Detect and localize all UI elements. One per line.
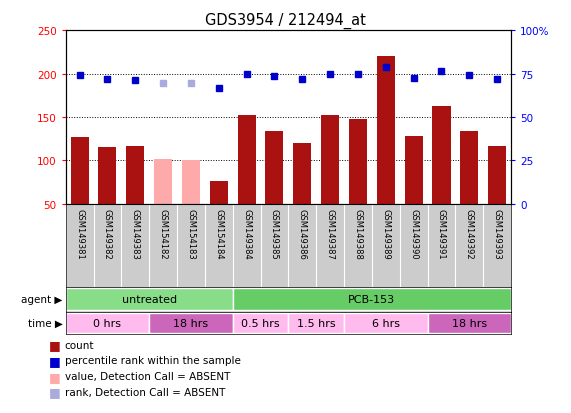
- Bar: [98, 147, 116, 204]
- Bar: [460, 132, 478, 204]
- Bar: [488, 146, 506, 204]
- Text: GSM149388: GSM149388: [353, 209, 363, 259]
- Text: 0 hrs: 0 hrs: [94, 318, 122, 328]
- Text: time ▶: time ▶: [28, 318, 63, 328]
- Bar: [405, 137, 423, 204]
- Text: untreated: untreated: [122, 294, 177, 304]
- Text: ■: ■: [49, 338, 61, 351]
- Bar: [182, 161, 200, 204]
- Bar: [349, 119, 367, 204]
- Bar: [210, 182, 228, 204]
- Bar: [149, 313, 233, 333]
- Text: 6 hrs: 6 hrs: [372, 318, 400, 328]
- Text: GSM149385: GSM149385: [270, 209, 279, 259]
- Text: GSM154183: GSM154183: [186, 209, 195, 259]
- Bar: [321, 116, 339, 204]
- Bar: [293, 144, 311, 204]
- Text: percentile rank within the sample: percentile rank within the sample: [65, 356, 240, 366]
- Text: GSM149392: GSM149392: [465, 209, 474, 259]
- Bar: [432, 107, 451, 204]
- Text: 1.5 hrs: 1.5 hrs: [297, 318, 336, 328]
- Text: GSM149393: GSM149393: [493, 209, 502, 259]
- Text: ■: ■: [49, 354, 61, 367]
- Text: 18 hrs: 18 hrs: [174, 318, 208, 328]
- Bar: [66, 288, 233, 311]
- Text: GSM149384: GSM149384: [242, 209, 251, 259]
- Bar: [428, 313, 511, 333]
- Bar: [71, 138, 89, 204]
- Text: GSM149383: GSM149383: [131, 209, 140, 259]
- Bar: [233, 313, 288, 333]
- Text: GSM149390: GSM149390: [409, 209, 418, 259]
- Text: GDS3954 / 212494_at: GDS3954 / 212494_at: [205, 13, 366, 29]
- Text: GSM149391: GSM149391: [437, 209, 446, 259]
- Text: GSM149387: GSM149387: [325, 209, 335, 259]
- Bar: [344, 313, 428, 333]
- Text: GSM149389: GSM149389: [381, 209, 391, 259]
- Text: 18 hrs: 18 hrs: [452, 318, 487, 328]
- Text: PCB-153: PCB-153: [348, 294, 396, 304]
- Bar: [377, 57, 395, 204]
- Text: GSM149386: GSM149386: [297, 209, 307, 259]
- Bar: [66, 313, 149, 333]
- Text: 0.5 hrs: 0.5 hrs: [241, 318, 280, 328]
- Bar: [266, 132, 283, 204]
- Text: ■: ■: [49, 370, 61, 383]
- Bar: [288, 313, 344, 333]
- Bar: [154, 159, 172, 204]
- Text: agent ▶: agent ▶: [22, 294, 63, 304]
- Text: rank, Detection Call = ABSENT: rank, Detection Call = ABSENT: [65, 387, 225, 397]
- Bar: [238, 116, 256, 204]
- Text: value, Detection Call = ABSENT: value, Detection Call = ABSENT: [65, 371, 230, 381]
- Text: ■: ■: [49, 385, 61, 399]
- Text: GSM154182: GSM154182: [159, 209, 168, 259]
- Text: count: count: [65, 340, 94, 350]
- Text: GSM149382: GSM149382: [103, 209, 112, 259]
- Text: GSM154184: GSM154184: [214, 209, 223, 259]
- Bar: [233, 288, 511, 311]
- Bar: [126, 146, 144, 204]
- Text: GSM149381: GSM149381: [75, 209, 84, 259]
